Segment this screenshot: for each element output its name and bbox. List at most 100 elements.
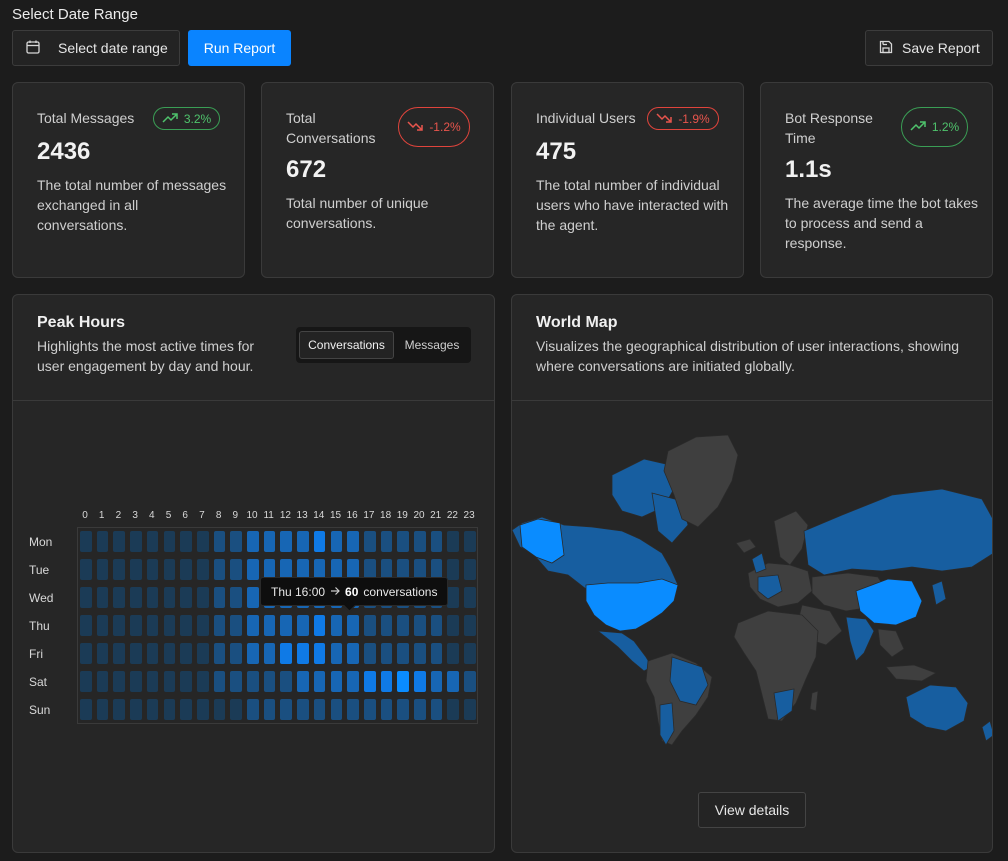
heatmap-cell[interactable] [363, 643, 376, 664]
heatmap-cell[interactable] [163, 643, 176, 664]
heatmap-cell[interactable] [430, 699, 443, 720]
save-report-button[interactable]: Save Report [865, 30, 993, 66]
heatmap-cell[interactable] [163, 587, 176, 608]
heatmap-cell[interactable] [80, 531, 92, 552]
heatmap-cell[interactable] [430, 615, 443, 636]
heatmap-cell[interactable] [230, 671, 242, 692]
heatmap-cell[interactable] [330, 559, 343, 580]
heatmap-cell[interactable] [297, 671, 309, 692]
heatmap-cell[interactable] [363, 671, 376, 692]
heatmap-cell[interactable] [230, 699, 242, 720]
heatmap-cell[interactable] [213, 587, 226, 608]
heatmap-cell[interactable] [464, 559, 476, 580]
heatmap-cell[interactable] [180, 587, 192, 608]
world-map[interactable] [512, 435, 993, 755]
heatmap-cell[interactable] [247, 699, 259, 720]
heatmap-cell[interactable] [80, 643, 92, 664]
heatmap-cell[interactable] [146, 559, 159, 580]
heatmap-cell[interactable] [196, 643, 209, 664]
heatmap-cell[interactable] [414, 699, 426, 720]
heatmap-cell[interactable] [430, 559, 443, 580]
heatmap-cell[interactable] [414, 531, 426, 552]
heatmap-cell[interactable] [414, 615, 426, 636]
heatmap-cell[interactable] [447, 587, 460, 608]
heatmap-cell[interactable] [80, 671, 92, 692]
heatmap-cell[interactable] [96, 643, 109, 664]
heatmap-cell[interactable] [247, 671, 259, 692]
heatmap-cell[interactable] [414, 643, 426, 664]
heatmap-cell[interactable] [196, 587, 209, 608]
heatmap-cell[interactable] [146, 531, 159, 552]
heatmap-cell[interactable] [330, 699, 343, 720]
heatmap-cell[interactable] [80, 559, 92, 580]
heatmap-cell[interactable] [414, 671, 426, 692]
toggle-conversations[interactable]: Conversations [299, 331, 394, 359]
heatmap-cell[interactable] [280, 559, 293, 580]
heatmap-cell[interactable] [247, 531, 259, 552]
heatmap-cell[interactable] [263, 643, 276, 664]
heatmap-cell[interactable] [297, 615, 309, 636]
heatmap-cell[interactable] [313, 531, 326, 552]
heatmap-cell[interactable] [146, 615, 159, 636]
heatmap-cell[interactable] [347, 615, 359, 636]
heatmap-cell[interactable] [80, 587, 92, 608]
heatmap-cell[interactable] [397, 671, 409, 692]
heatmap-cell[interactable] [430, 531, 443, 552]
heatmap-cell[interactable] [130, 587, 142, 608]
heatmap-cell[interactable] [363, 559, 376, 580]
heatmap-cell[interactable] [397, 531, 409, 552]
heatmap-cell[interactable] [447, 531, 460, 552]
heatmap-cell[interactable] [180, 559, 192, 580]
heatmap-cell[interactable] [280, 699, 293, 720]
heatmap-cell[interactable] [313, 559, 326, 580]
heatmap-cell[interactable] [180, 643, 192, 664]
heatmap-cell[interactable] [347, 643, 359, 664]
heatmap-cell[interactable] [363, 615, 376, 636]
heatmap-cell[interactable] [313, 699, 326, 720]
heatmap-cell[interactable] [347, 699, 359, 720]
heatmap-cell[interactable] [113, 615, 126, 636]
heatmap-cell[interactable] [447, 671, 460, 692]
heatmap-cell[interactable] [230, 643, 242, 664]
heatmap-cell[interactable] [397, 559, 409, 580]
heatmap-cell[interactable] [247, 587, 259, 608]
heatmap-cell[interactable] [113, 531, 126, 552]
heatmap-cell[interactable] [347, 531, 359, 552]
heatmap-cell[interactable] [313, 671, 326, 692]
view-details-button[interactable]: View details [698, 792, 806, 828]
heatmap-cell[interactable] [96, 531, 109, 552]
heatmap-cell[interactable] [464, 671, 476, 692]
heatmap-cell[interactable] [130, 615, 142, 636]
heatmap-cell[interactable] [397, 699, 409, 720]
heatmap-cell[interactable] [180, 615, 192, 636]
heatmap-cell[interactable] [380, 531, 393, 552]
heatmap-cell[interactable] [213, 559, 226, 580]
run-report-button[interactable]: Run Report [188, 30, 291, 66]
heatmap-cell[interactable] [130, 531, 142, 552]
heatmap-cell[interactable] [96, 559, 109, 580]
toggle-messages[interactable]: Messages [404, 338, 460, 352]
heatmap-cell[interactable] [263, 559, 276, 580]
heatmap-cell[interactable] [313, 643, 326, 664]
heatmap-cell[interactable] [113, 671, 126, 692]
heatmap-cell[interactable] [113, 699, 126, 720]
heatmap-cell[interactable] [397, 615, 409, 636]
heatmap-cell[interactable] [180, 671, 192, 692]
heatmap-cell[interactable] [464, 531, 476, 552]
heatmap-cell[interactable] [414, 559, 426, 580]
heatmap-cell[interactable] [247, 615, 259, 636]
heatmap-cell[interactable] [96, 699, 109, 720]
heatmap-cell[interactable] [247, 559, 259, 580]
heatmap-cell[interactable] [280, 615, 293, 636]
heatmap-cell[interactable] [130, 559, 142, 580]
heatmap-cell[interactable] [263, 615, 276, 636]
heatmap-cell[interactable] [464, 615, 476, 636]
heatmap-cell[interactable] [113, 643, 126, 664]
heatmap-cell[interactable] [297, 643, 309, 664]
heatmap-cell[interactable] [230, 587, 242, 608]
heatmap-cell[interactable] [330, 615, 343, 636]
heatmap-cell[interactable] [213, 531, 226, 552]
heatmap-cell[interactable] [347, 559, 359, 580]
heatmap-cell[interactable] [297, 531, 309, 552]
heatmap-cell[interactable] [380, 643, 393, 664]
